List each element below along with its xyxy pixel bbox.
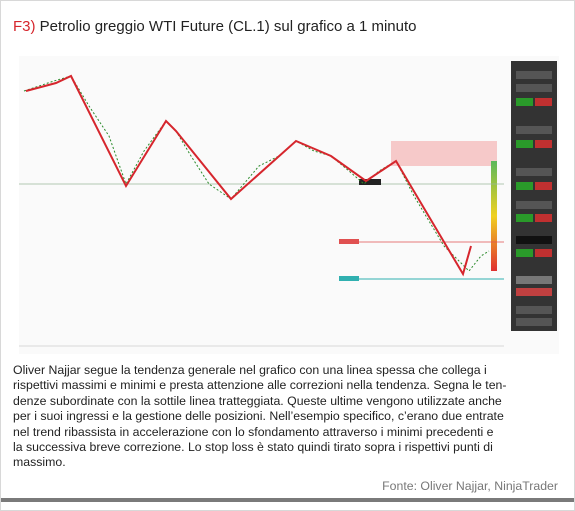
chart-screenshot [19,56,559,354]
caption-line: Oliver Najjar segue la tendenza generale… [13,363,487,377]
title-text: Petrolio greggio WTI Future (CL.1) sul g… [39,18,417,35]
caption-line: la successiva breve correzione. Lo stop … [13,440,493,455]
caption-line: rispettivi massimi e minimi e presta att… [13,378,507,393]
caption-line: nel trend ribassista in accelerazione co… [13,424,494,439]
caption: Oliver Najjar segue la tendenza generale… [13,363,507,471]
bottom-rule [1,498,574,502]
source: Fonte: Oliver Najjar, NinjaTrader [382,479,558,493]
caption-line: massimo. [13,455,66,470]
figure-label: F3) [13,18,36,35]
figure-title: F3) Petrolio greggio WTI Future (CL.1) s… [13,18,417,35]
caption-line: denze subordinate con la sottile linea t… [13,393,502,408]
caption-line: per i suoi ingressi e la gestione delle … [13,409,504,424]
